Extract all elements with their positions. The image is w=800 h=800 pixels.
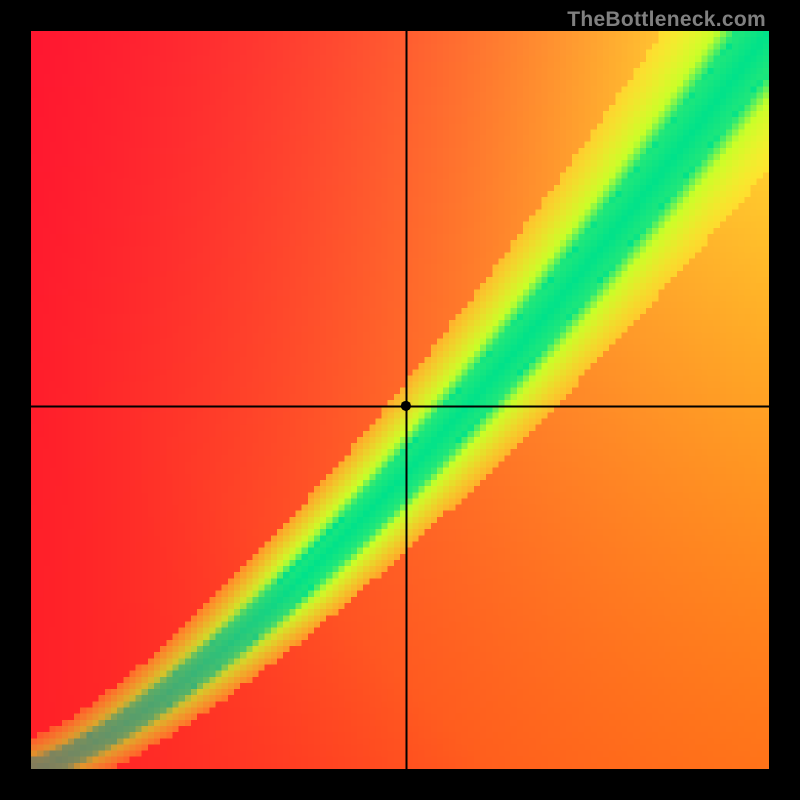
watermark-text: TheBottleneck.com	[567, 8, 766, 32]
chart-container: TheBottleneck.com	[0, 0, 800, 800]
crosshair-overlay	[31, 31, 769, 769]
